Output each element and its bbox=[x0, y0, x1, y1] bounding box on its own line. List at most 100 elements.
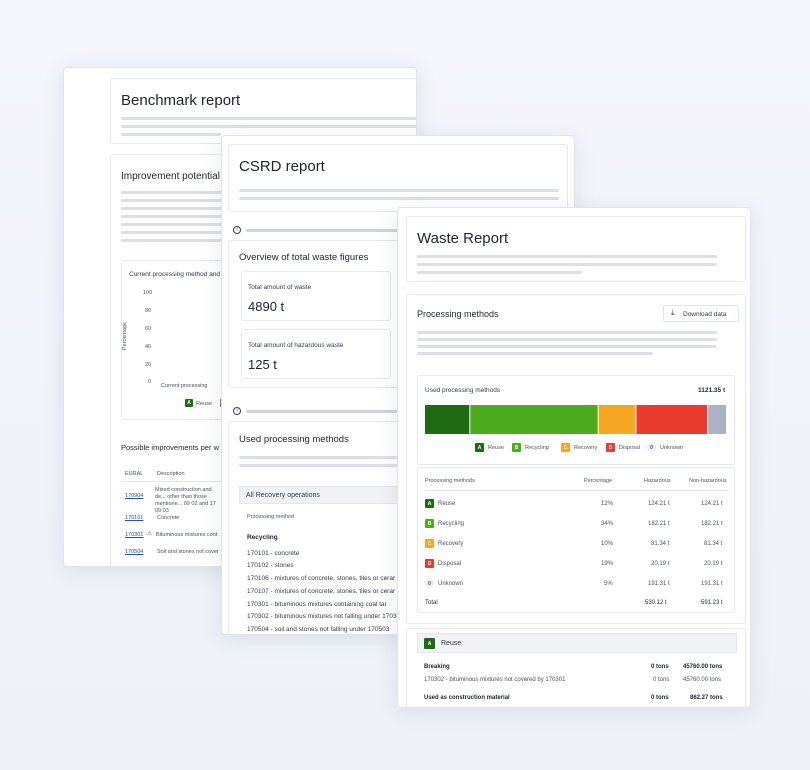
improvements-title: Possible improvements per w bbox=[121, 443, 219, 452]
hazardous-waste-box: Total amount of hazardous waste 125 t bbox=[241, 329, 391, 379]
method-name: Recycling bbox=[438, 521, 465, 527]
eural-link[interactable]: 170504 bbox=[125, 549, 144, 555]
legend-badge-unknown: 0 bbox=[647, 443, 656, 452]
total-row: Total 530.12 t 591.23 t bbox=[418, 596, 736, 612]
placeholder-line bbox=[121, 223, 231, 226]
eural-link[interactable]: 170101 bbox=[125, 515, 144, 521]
recycling-item: 170106 - mixtures of concrete, stones, t… bbox=[247, 575, 396, 582]
y-axis-label: Percentage bbox=[122, 321, 129, 351]
stacked-bar-svg bbox=[425, 405, 726, 434]
reuse-header[interactable]: A Reuse bbox=[417, 633, 737, 653]
placeholder-line bbox=[417, 255, 717, 258]
recycling-item: 170101 - concrete bbox=[247, 550, 300, 557]
row-description: Concrete bbox=[157, 515, 180, 521]
legend-label-reuse: Reuse bbox=[488, 445, 504, 451]
placeholder-line bbox=[417, 331, 717, 334]
placeholder-line bbox=[239, 197, 559, 200]
col-hazardous: Hazardous bbox=[644, 478, 671, 484]
bar-segment-disposal[interactable] bbox=[636, 405, 708, 434]
used-methods-chart-panel: Used processing methods 1121.35 t A Reus… bbox=[417, 375, 735, 465]
col-eural: EURAL bbox=[125, 471, 144, 477]
method-hazardous: 20.19 t bbox=[651, 561, 670, 567]
method-non-hazardous: 20.19 t bbox=[704, 561, 723, 567]
table-row: B Recycling 34% 182.21 t 182.21 t bbox=[418, 516, 736, 534]
recycling-label: Recycling bbox=[247, 534, 278, 541]
recovery-header-label: All Recovery operations bbox=[246, 492, 320, 499]
bar-segment-unknown[interactable] bbox=[708, 405, 726, 434]
eural-link[interactable]: 170301 bbox=[125, 532, 144, 538]
hazardous-label: Total amount of hazardous waste bbox=[248, 342, 344, 349]
table-row: D Disposal 19% 20.19 t 20.19 t bbox=[418, 556, 736, 574]
bar-segment-recovery[interactable] bbox=[598, 405, 636, 434]
table-row: C Recovery 10% 81.34 t 81.34 t bbox=[418, 536, 736, 554]
y-tick: 80 bbox=[145, 308, 152, 314]
method-name: Recovery bbox=[438, 541, 464, 547]
col-processing-methods: Processing methods bbox=[425, 478, 475, 484]
y-tick: 0 bbox=[148, 379, 152, 385]
download-icon: ⤓ bbox=[671, 308, 675, 317]
y-tick: 60 bbox=[145, 326, 152, 332]
col-description: Description bbox=[157, 471, 185, 477]
total-label: Total bbox=[425, 600, 438, 606]
bar-segment-recycling[interactable] bbox=[470, 405, 598, 434]
col-non-hazardous: Non-hazardous bbox=[689, 478, 727, 484]
y-tick: 40 bbox=[145, 344, 152, 350]
method-badge-b: B bbox=[425, 519, 434, 528]
divider bbox=[121, 481, 221, 482]
method-non-hazardous: 182.21 t bbox=[701, 521, 723, 527]
recycling-item: 170504 - soil and stones not falling und… bbox=[247, 626, 390, 633]
improvement-title: Improvement potential bbox=[121, 171, 220, 182]
construction-label: Used as construction material bbox=[424, 695, 510, 701]
col-percentage: Percentage bbox=[584, 478, 613, 484]
eural-link[interactable]: 170904 bbox=[125, 493, 144, 499]
legend-label-recovery: Recovery bbox=[574, 445, 598, 451]
placeholder-line bbox=[417, 338, 717, 341]
reuse-breakdown-panel: A Reuse Breaking 0 tons 45760.00 tons 17… bbox=[406, 628, 746, 707]
placeholder-line bbox=[417, 271, 582, 274]
benchmark-title: Benchmark report bbox=[121, 92, 241, 109]
row-description: Soil and stones not cover bbox=[157, 549, 219, 555]
legend-badge-c: C bbox=[561, 443, 570, 452]
placeholder-line bbox=[121, 215, 231, 218]
placeholder-line bbox=[121, 191, 231, 194]
bar-segment-reuse[interactable] bbox=[425, 405, 470, 434]
method-non-hazardous: 124.21 t bbox=[701, 501, 723, 507]
legend-badge-d: D bbox=[606, 443, 615, 452]
benchmark-header-panel: Benchmark report bbox=[110, 78, 416, 144]
method-badge-unknown: 0 bbox=[425, 579, 434, 588]
csrd-header-panel: CSRD report bbox=[228, 144, 568, 212]
methods-title: Used processing methods bbox=[239, 434, 349, 445]
total-waste-box: Total amount of waste 4890 t bbox=[241, 271, 391, 321]
reuse-header-label: Reuse bbox=[441, 640, 462, 647]
construction-tons: 0 tons bbox=[651, 695, 669, 701]
construction-total: 862.27 tons bbox=[690, 695, 723, 701]
method-percentage: 19% bbox=[601, 561, 614, 567]
x-axis-label: Current processing bbox=[161, 383, 208, 389]
stacked-bar bbox=[425, 405, 727, 434]
placeholder-line bbox=[121, 239, 231, 242]
row-description: Mixed construction and de... other than … bbox=[155, 487, 216, 514]
info-icon[interactable]: i bbox=[233, 407, 241, 415]
placeholder-line bbox=[417, 352, 653, 355]
reuse-badge: A bbox=[424, 638, 435, 649]
method-hazardous: 182.21 t bbox=[648, 521, 670, 527]
divider bbox=[425, 490, 729, 491]
placeholder-line bbox=[121, 125, 416, 128]
legend-label-disposal: Disposal bbox=[619, 445, 641, 451]
waste-report-card: Waste Report Processing methods ⤓ Downlo… bbox=[397, 207, 751, 708]
csrd-title: CSRD report bbox=[239, 158, 325, 175]
placeholder-line bbox=[121, 231, 231, 234]
method-non-hazardous: 81.34 t bbox=[704, 541, 723, 547]
method-badge-a: A bbox=[425, 499, 434, 508]
methods-table-panel: Processing methods Percentage Hazardous … bbox=[417, 467, 735, 613]
download-data-button[interactable]: ⤓ Download data bbox=[663, 305, 739, 322]
info-icon[interactable]: i bbox=[233, 226, 241, 234]
method-percentage: 12% bbox=[601, 501, 614, 507]
legend-label-unknown: Unknown bbox=[660, 445, 683, 451]
total-hazardous: 530.12 t bbox=[645, 600, 667, 606]
used-methods-label: Used processing methods bbox=[425, 387, 501, 394]
download-label: Download data bbox=[683, 311, 727, 318]
method-hazardous: 81.34 t bbox=[651, 541, 670, 547]
recycling-item: 170301 - bituminous mixtures containing … bbox=[247, 601, 387, 608]
breaking-item: 170302 - bituminous mixtures not covered… bbox=[424, 677, 566, 683]
